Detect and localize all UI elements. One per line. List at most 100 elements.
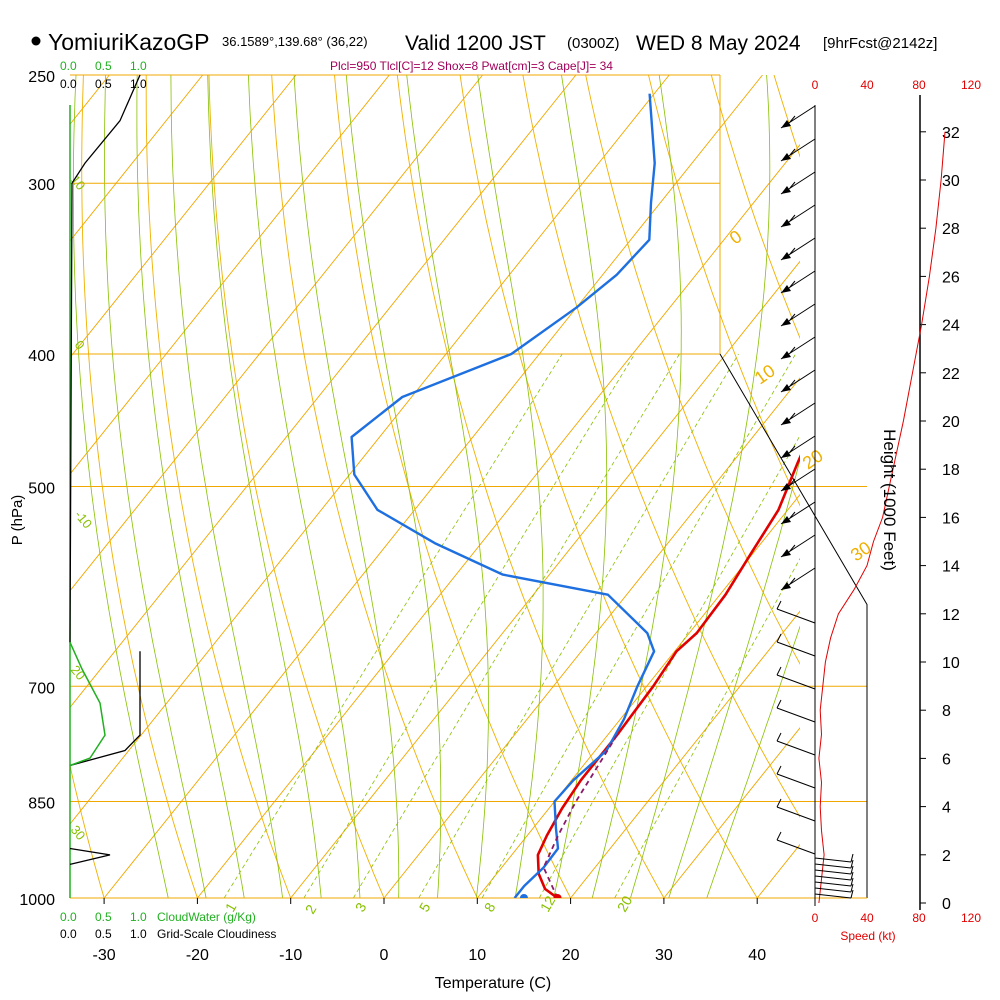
height-tick-label: 12 (942, 607, 960, 624)
height-tick-label: 8 (942, 703, 951, 720)
dry-adiabat-label: 20 (799, 445, 827, 473)
height-tick-label: 10 (942, 655, 960, 672)
mixing-ratio-line (223, 353, 563, 898)
height-tick-label: 16 (942, 510, 960, 527)
cloudwater-bottom-tick: 0.0 (60, 910, 77, 924)
height-tick-label: 26 (942, 269, 960, 286)
mixing-ratio-label: 2 (302, 902, 320, 917)
dry-adiabat-label: 0 (726, 226, 746, 248)
isotherm-line (663, 727, 800, 898)
isotherm-line (70, 75, 390, 475)
pressure-tick-label: 250 (28, 69, 55, 86)
mixing-ratio-label: 5 (416, 900, 434, 915)
mixing-ratio-label: 8 (481, 900, 499, 915)
temp-tick-label: 40 (748, 947, 766, 964)
parcel-profile-line (542, 734, 618, 898)
mixing-ratio-line (614, 557, 800, 898)
mixing-ratio-line (353, 353, 680, 898)
moist-adiabat-line (591, 75, 682, 898)
temp-tick-label: 0 (380, 947, 389, 964)
height-tick-label: 2 (942, 848, 951, 865)
wind-barb-icon (776, 699, 816, 723)
surface-temperature-dot (553, 894, 562, 898)
thermo-grid (70, 51, 1000, 927)
temperature-profile-line (536, 454, 800, 898)
moist-adiabat-line (170, 75, 284, 898)
cloudiness-top-tick: 0.0 (60, 77, 77, 91)
moist-adiabat-line (630, 75, 771, 898)
wind-barb-icon (814, 889, 854, 899)
stability-indices: Plcl=950 Tlcl[C]=12 Shox=8 Pwat[cm]=3 Ca… (330, 59, 613, 73)
height-tick-label: 32 (942, 125, 960, 142)
dry-adiabat-line (334, 75, 572, 898)
wind-barb-icon (780, 435, 816, 459)
wind-barb-icon (780, 501, 816, 525)
cloudiness-profile-line (69, 847, 111, 866)
wind-barb-icon (780, 138, 816, 162)
speed-top-tick: 0 (812, 78, 819, 92)
cloudiness-profile-line (69, 74, 141, 643)
wind-barb-icon (780, 171, 816, 195)
moist-adiabat-label: 0 (72, 337, 88, 352)
speed-bottom-tick: 80 (912, 911, 926, 925)
speed-bottom-tick: 0 (812, 911, 819, 925)
cloudiness-top-tick: 0.5 (95, 77, 112, 91)
surface-dewpoint-dot (519, 894, 528, 898)
wind-barb-icon (776, 600, 816, 624)
wind-barb-icon (780, 369, 816, 393)
wind-barb-icon (814, 865, 854, 875)
dry-adiabat-line (81, 75, 198, 898)
wind-barb-icon (780, 402, 816, 426)
dry-adiabat-label: 10 (751, 360, 779, 388)
cloudiness-bottom-tick: 0.5 (95, 927, 112, 941)
moist-adiabat-line (207, 75, 322, 898)
y-axis-title: P (hPa) (9, 495, 26, 546)
height-tick-label: 6 (942, 751, 951, 768)
isotherm-line (70, 75, 297, 359)
temp-tick-label: -30 (93, 947, 116, 964)
pressure-tick-label: 300 (28, 177, 55, 194)
dry-adiabat-line (459, 75, 758, 898)
wind-barb-icon (776, 732, 816, 756)
wind-speed-profile-line (818, 131, 946, 904)
hodo-boundary (719, 353, 868, 898)
wind-barb-icon (776, 831, 816, 855)
cloudiness-profile-line (69, 651, 141, 767)
speed-top-tick: 120 (961, 78, 981, 92)
dry-adiabat-line (208, 75, 385, 898)
station-name: YomiuriKazoGP (48, 29, 210, 55)
height-tick-label: 30 (942, 173, 960, 190)
dry-adiabat-line (829, 51, 1000, 927)
speed-bottom-tick: 40 (860, 911, 874, 925)
cloudwater-label: CloudWater (g/Kg) (157, 910, 256, 924)
dry-adiabat-line (710, 75, 800, 340)
pressure-tick-label: 1000 (19, 892, 55, 909)
isotherm-line (476, 493, 800, 898)
moist-adiabat-line (345, 75, 442, 898)
moist-adiabat-line (248, 75, 361, 898)
station-coords: 36.1589°,139.68° (36,22) (222, 34, 368, 49)
temp-tick-label: -20 (186, 947, 209, 964)
temp-tick-label: -10 (279, 947, 302, 964)
moist-adiabat-line (553, 75, 608, 898)
wind-barb-icon (780, 303, 816, 327)
dry-adiabat-line (953, 51, 1000, 927)
speed-top-tick: 80 (912, 78, 926, 92)
height-tick-label: 28 (942, 221, 960, 238)
dry-adiabat-line (145, 75, 292, 898)
wind-barb-icon (780, 237, 816, 261)
wind-barb-icon (814, 877, 854, 887)
height-tick-label: 14 (942, 559, 960, 576)
wind-barb-icon (814, 883, 854, 893)
wind-barb-icon (780, 567, 816, 591)
height-tick-label: 18 (942, 462, 960, 479)
mixing-ratio-label: 20 (614, 893, 636, 915)
moist-adiabat-line (477, 75, 544, 898)
height-tick-label: 22 (942, 366, 960, 383)
x-axis-title: Temperature (C) (435, 975, 551, 992)
forecast-info: [9hrFcst@2142z] (823, 35, 937, 52)
mixing-ratio-line (418, 353, 739, 898)
wind-barb-icon (776, 633, 816, 657)
temp-tick-label: 30 (655, 947, 673, 964)
